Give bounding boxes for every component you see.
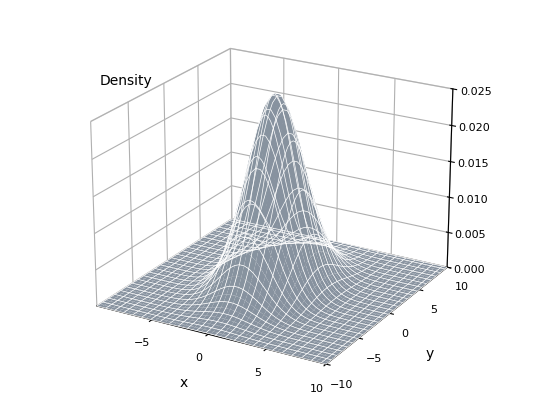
Y-axis label: y: y: [425, 347, 433, 361]
X-axis label: x: x: [180, 376, 188, 390]
Text: Density: Density: [100, 74, 153, 88]
